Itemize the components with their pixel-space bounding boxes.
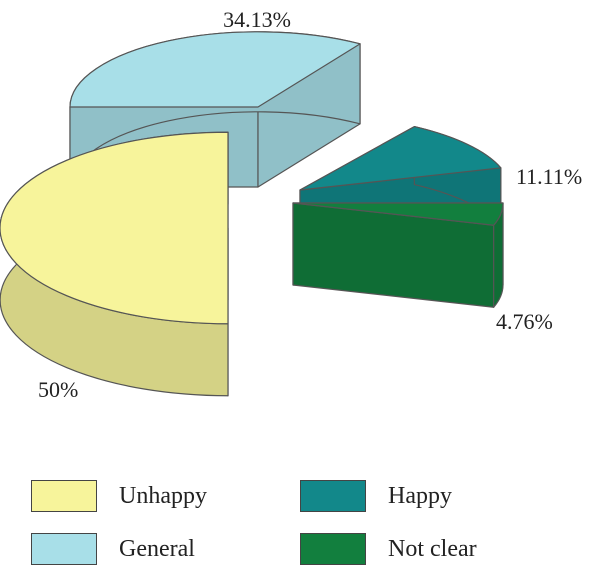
legend-item-not-clear: Not clear xyxy=(300,533,477,565)
slice-happy xyxy=(299,125,502,191)
data-label-not-clear: 4.76% xyxy=(496,309,553,334)
legend-label-general: General xyxy=(119,535,195,562)
data-label-general: 34.13% xyxy=(223,7,291,32)
legend-item-general: General xyxy=(31,533,195,565)
slice-general xyxy=(69,31,361,108)
legend-swatch-not-clear xyxy=(300,533,366,565)
legend-swatch-unhappy xyxy=(31,480,97,512)
pie-chart: 34.13% 11.11% 4.76% 50% xyxy=(0,7,582,402)
data-label-happy: 11.11% xyxy=(516,164,582,189)
legend-label-not-clear: Not clear xyxy=(388,535,477,562)
slice-unhappy xyxy=(0,131,229,325)
legend: Unhappy General Happy Not clear xyxy=(0,470,600,570)
data-label-unhappy: 50% xyxy=(38,377,78,402)
legend-swatch-happy xyxy=(300,480,366,512)
legend-item-happy: Happy xyxy=(300,480,452,512)
legend-item-unhappy: Unhappy xyxy=(31,480,207,512)
legend-label-happy: Happy xyxy=(388,482,452,509)
slice-not-clear xyxy=(292,202,504,226)
legend-swatch-general xyxy=(31,533,97,565)
legend-label-unhappy: Unhappy xyxy=(119,482,207,509)
